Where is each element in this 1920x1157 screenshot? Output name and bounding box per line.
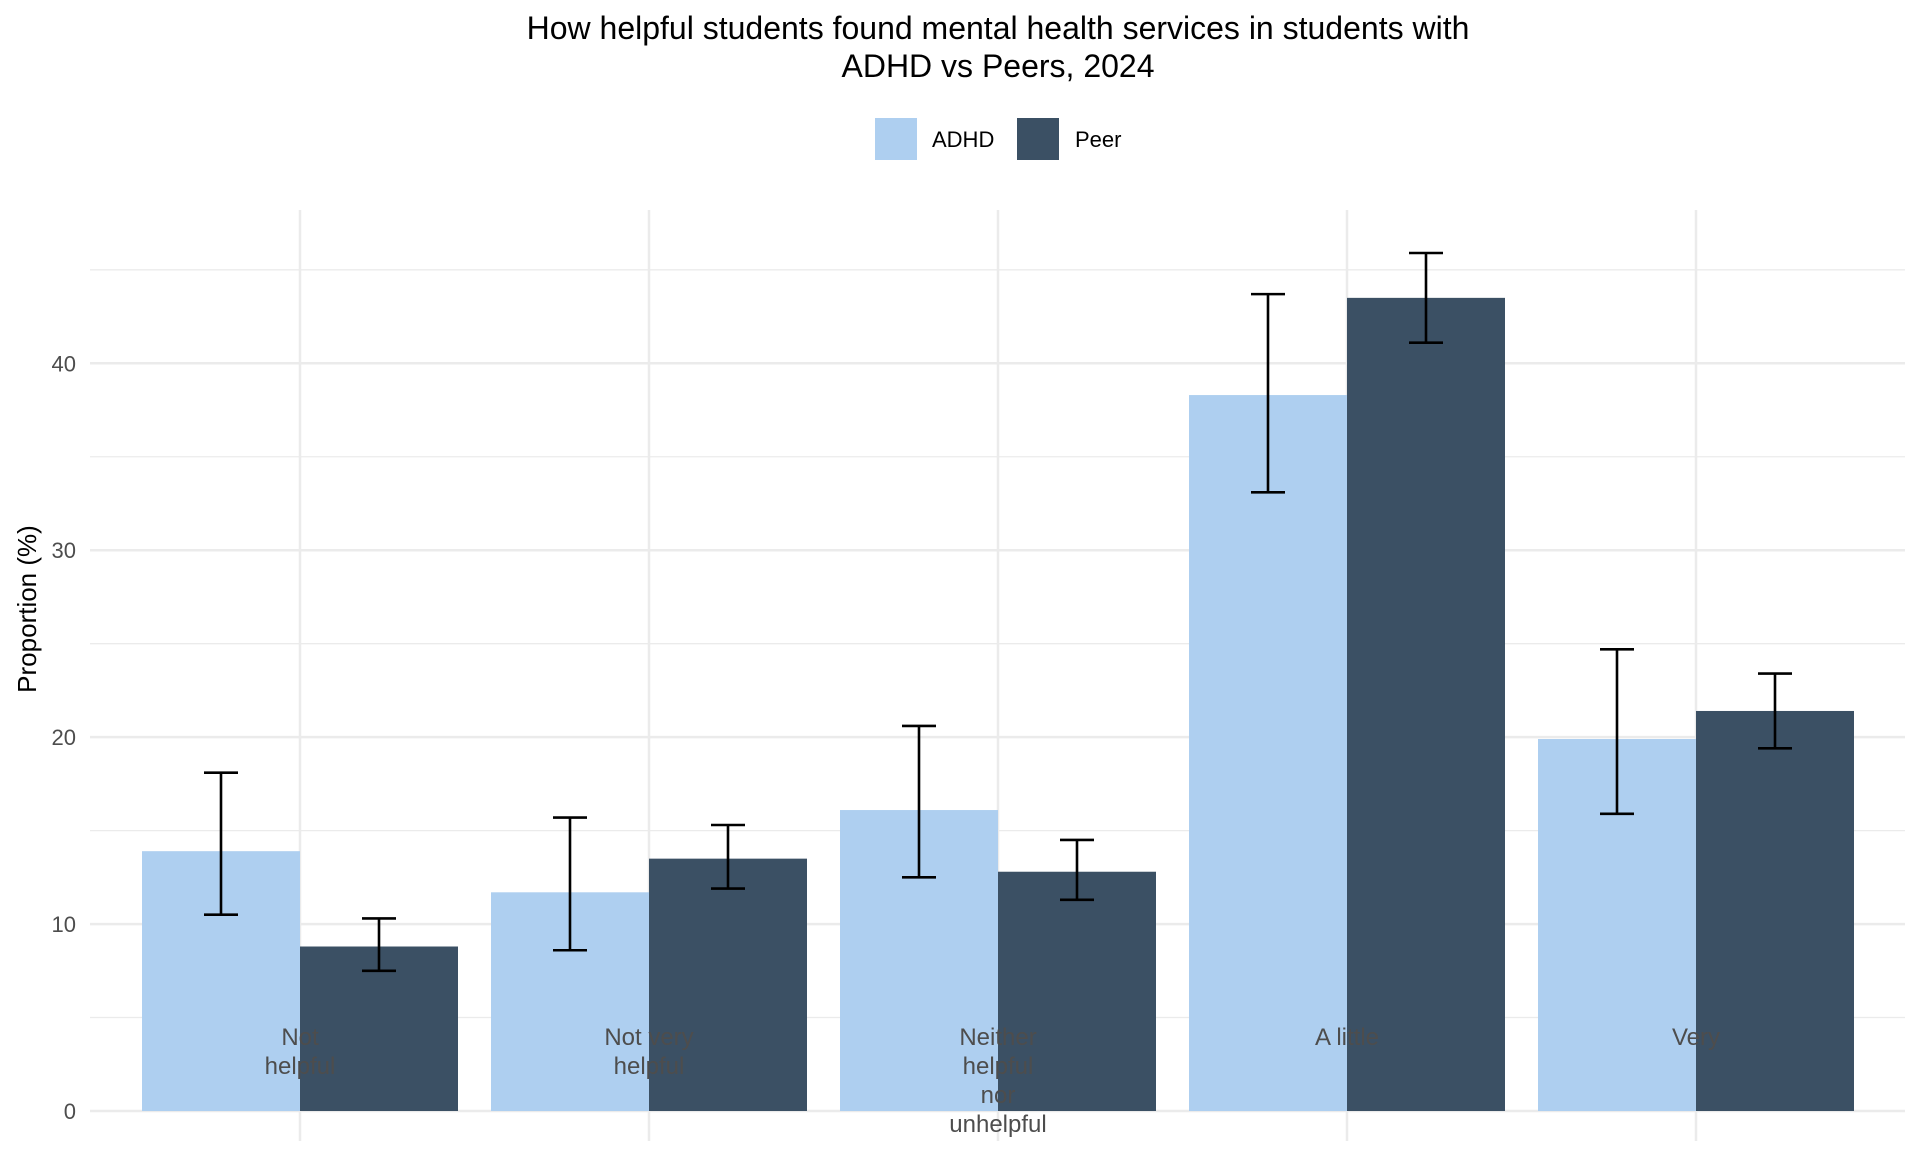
x-tick-label-line: unhelpful bbox=[949, 1111, 1046, 1138]
x-tick-label-line: Not bbox=[281, 1024, 319, 1051]
error-bar-peer bbox=[1409, 251, 1443, 345]
bars bbox=[142, 297, 1854, 1112]
x-tick-label: Very bbox=[1672, 1024, 1720, 1051]
error-bar-peer bbox=[1060, 838, 1094, 902]
x-tick-label-line: helpful bbox=[265, 1053, 336, 1080]
x-tick-label-line: Very bbox=[1672, 1024, 1720, 1051]
error-bars bbox=[204, 251, 1792, 973]
bar-peer bbox=[998, 871, 1156, 1111]
bar-peer bbox=[649, 858, 807, 1111]
x-tick-label: Not helpful bbox=[265, 1024, 336, 1080]
x-tick-label: Neither helpful nor unhelpful bbox=[949, 1024, 1046, 1138]
x-tick-label-line: nor bbox=[981, 1082, 1016, 1109]
error-bar-adhd bbox=[1251, 292, 1285, 494]
x-tick-label: Not very helpful bbox=[604, 1024, 693, 1080]
y-axis-title: Proportion (%) bbox=[12, 525, 42, 693]
bar-peer bbox=[1696, 710, 1854, 1111]
bar-peer bbox=[1347, 297, 1505, 1112]
bar-peer bbox=[300, 946, 458, 1111]
x-tick-label-line: Neither bbox=[959, 1024, 1036, 1051]
x-tick-label-line: helpful bbox=[614, 1053, 685, 1080]
y-tick-label: 40 bbox=[52, 351, 76, 376]
legend-swatch-adhd bbox=[875, 118, 917, 160]
error-bar-adhd bbox=[553, 816, 587, 952]
bar-adhd bbox=[1189, 395, 1347, 1111]
y-tick-label: 30 bbox=[52, 538, 76, 563]
legend-label-peer: Peer bbox=[1075, 127, 1121, 152]
legend-label-adhd: ADHD bbox=[932, 127, 994, 152]
error-bar-peer bbox=[362, 917, 396, 973]
y-tick-label: 20 bbox=[52, 725, 76, 750]
error-bar-peer bbox=[711, 823, 745, 890]
chart-title-line-2: ADHD vs Peers, 2024 bbox=[841, 48, 1154, 84]
x-tick-label-line: helpful bbox=[963, 1053, 1034, 1080]
error-bar-peer bbox=[1758, 672, 1792, 750]
legend: ADHD Peer bbox=[875, 118, 1121, 160]
chart-title-line-1: How helpful students found mental health… bbox=[527, 10, 1470, 46]
error-bar-adhd bbox=[1600, 647, 1634, 816]
x-tick-label-line: A little bbox=[1315, 1024, 1379, 1051]
y-tick-label: 10 bbox=[52, 912, 76, 937]
legend-swatch-peer bbox=[1017, 118, 1059, 160]
error-bar-adhd bbox=[204, 771, 238, 917]
y-tick-label: 0 bbox=[64, 1099, 76, 1124]
x-tick-label-line: Not very bbox=[604, 1024, 693, 1051]
error-bar-adhd bbox=[902, 724, 936, 879]
x-tick-label: A little bbox=[1315, 1024, 1379, 1051]
y-axis-ticks: 0 10 20 30 40 bbox=[52, 351, 76, 1124]
